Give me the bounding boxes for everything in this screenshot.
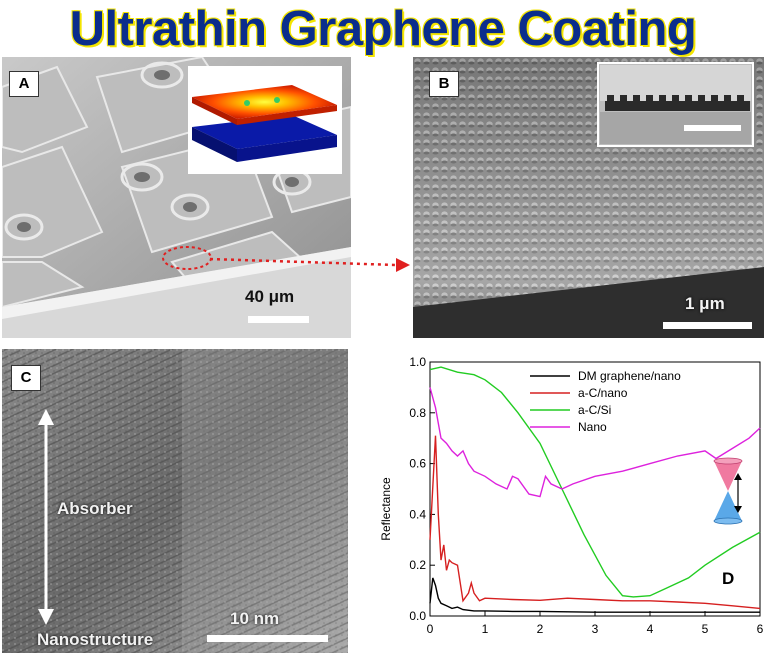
x-tick-label: 1 [482,622,489,636]
plot-frame [429,361,761,617]
series-line-a-c-si [429,366,761,598]
dirac-cone-lower-rim [713,517,743,525]
series-line-a-c-nano [429,435,761,610]
x-tick-label: 2 [537,622,544,636]
series-line-nano [429,387,761,498]
panel-c-scale-label: 10 nm [230,609,280,628]
panel-b-scale-label: 1 μm [685,294,725,313]
legend-label: a-C/nano [578,386,628,400]
y-tick-label: 0.4 [409,507,426,521]
panel-b-graphic [413,57,764,338]
panel-b-scale-bar [663,322,752,329]
series-line-dm-graphene-nano [429,577,760,613]
panel-b-label: B [429,71,459,97]
x-tick-label: 4 [647,622,654,636]
y-tick-label: 0.2 [409,558,426,572]
legend-label: a-C/Si [578,403,611,417]
x-tick-label: 6 [757,622,764,636]
nanostructure-label: Nanostructure [37,630,154,649]
panel-a-sem-image: A 40 μm [2,57,351,338]
absorber-label: Absorber [57,499,133,518]
panel-c-graphic [2,349,348,653]
page-title: Ultrathin Graphene Coating [69,2,697,56]
reflectance-chart-svg: 0.0 0.2 0.4 0.6 0.8 1.0 0 1 2 3 4 5 6 Reflectance DM g… [379,355,764,636]
panel-c-tem-image: C Absorber Nanostructure 10 nm [2,349,348,653]
panel-a-graphic [2,57,351,338]
panel-a-scale-label: 40 μm [245,287,295,306]
dirac-cone-lower [714,491,742,521]
panel-b-sem-image: B 1 μm [413,57,764,338]
legend-label: Nano [578,420,607,434]
y-tick-label: 0.6 [409,457,426,471]
dirac-cone-upper [714,461,742,491]
y-axis-label: Reflectance [379,477,393,541]
panel-d-label: D [722,569,735,588]
dirac-arrow-down [734,506,742,513]
y-tick-label: 0.0 [409,609,426,623]
dirac-cone-upper-rim [713,457,743,465]
y-tick-label: 0.8 [409,406,426,420]
y-tick-label: 1.0 [409,355,426,369]
panel-a-label: A [9,71,39,97]
x-tick-label: 3 [592,622,599,636]
x-tick-label: 0 [427,622,434,636]
panel-c-label: C [11,365,41,391]
panel-a-scale-bar [248,316,309,323]
dirac-arrow-up [734,473,742,480]
legend-label: DM graphene/nano [578,369,681,383]
panel-d-reflectance-chart: 0.0 0.2 0.4 0.6 0.8 1.0 0 1 2 3 4 5 6 Reflectance DM g… [370,350,766,655]
x-tick-label: 5 [702,622,709,636]
